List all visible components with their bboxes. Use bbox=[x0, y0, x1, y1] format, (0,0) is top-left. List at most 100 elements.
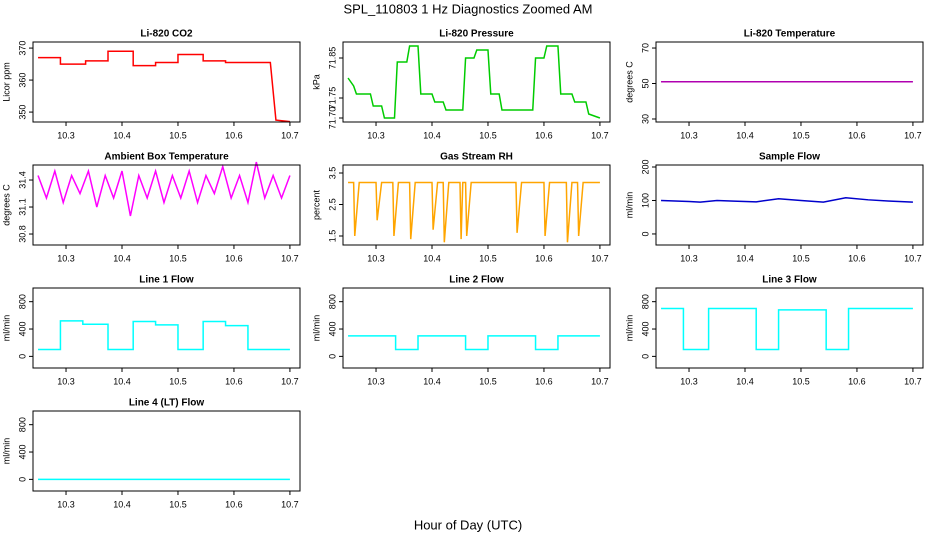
y-axis-label: Licor ppm bbox=[1, 62, 11, 102]
x-tick-label: 10.4 bbox=[736, 376, 754, 386]
y-tick-label: 31.1 bbox=[17, 198, 27, 216]
x-tick-label: 10.6 bbox=[225, 499, 243, 509]
y-tick-label: 800 bbox=[17, 417, 27, 432]
y-tick-label: 370 bbox=[17, 41, 27, 56]
plot-frame bbox=[32, 164, 301, 246]
y-axis-label: ml/min bbox=[624, 192, 634, 219]
x-tick-label: 10.4 bbox=[423, 376, 441, 386]
y-tick-label: 200 bbox=[640, 159, 650, 174]
y-axis-label: ml/min bbox=[311, 315, 321, 342]
y-tick-label: 70 bbox=[640, 43, 650, 53]
y-tick-label: 1.5 bbox=[327, 230, 337, 243]
y-tick-label: 0 bbox=[640, 231, 650, 236]
x-tick-label: 10.6 bbox=[535, 253, 553, 263]
panel-title: Sample Flow bbox=[759, 152, 820, 163]
data-line bbox=[37, 161, 291, 217]
data-line bbox=[347, 45, 601, 119]
data-line bbox=[348, 335, 600, 351]
x-tick-label: 10.7 bbox=[904, 376, 922, 386]
plot-frame bbox=[342, 164, 611, 246]
y-tick-label: 800 bbox=[640, 294, 650, 309]
plot-frame bbox=[342, 287, 611, 369]
x-tick-label: 10.5 bbox=[479, 253, 497, 263]
y-tick-label: 100 bbox=[640, 193, 650, 208]
y-tick-label: 350 bbox=[17, 105, 27, 120]
y-tick-label: 400 bbox=[17, 445, 27, 460]
y-tick-label: 800 bbox=[17, 294, 27, 309]
y-axis-label: ml/min bbox=[1, 438, 11, 465]
x-tick-label: 10.5 bbox=[169, 376, 187, 386]
x-tick-label: 10.3 bbox=[680, 253, 698, 263]
x-tick-label: 10.7 bbox=[281, 499, 299, 509]
y-tick-label: 0 bbox=[327, 354, 337, 359]
y-tick-label: 0 bbox=[640, 354, 650, 359]
plot-frame bbox=[32, 410, 301, 492]
plot-frame bbox=[32, 287, 301, 369]
x-tick-label: 10.6 bbox=[225, 376, 243, 386]
y-axis-label: degrees C bbox=[624, 61, 634, 103]
x-tick-label: 10.5 bbox=[479, 376, 497, 386]
x-tick-label: 10.4 bbox=[113, 499, 131, 509]
y-tick-label: 400 bbox=[17, 322, 27, 337]
y-tick-label: 0 bbox=[17, 477, 27, 482]
panel-title: Li-820 Pressure bbox=[439, 29, 514, 40]
y-axis-label: ml/min bbox=[1, 315, 11, 342]
y-tick-label: 2.5 bbox=[327, 198, 337, 211]
x-tick-label: 10.4 bbox=[113, 376, 131, 386]
data-line bbox=[38, 320, 290, 351]
panel-title: Li-820 Temperature bbox=[744, 29, 836, 40]
x-tick-label: 10.7 bbox=[591, 253, 609, 263]
x-tick-label: 10.6 bbox=[848, 253, 866, 263]
panel-title: Ambient Box Temperature bbox=[104, 152, 229, 163]
panel-title: Line 3 Flow bbox=[762, 275, 817, 286]
x-tick-label: 10.3 bbox=[680, 130, 698, 140]
y-tick-label: 400 bbox=[327, 322, 337, 337]
y-axis-label: ml/min bbox=[624, 315, 634, 342]
x-tick-label: 10.4 bbox=[113, 130, 131, 140]
panel-title: Line 2 Flow bbox=[449, 275, 504, 286]
x-tick-label: 10.5 bbox=[792, 253, 810, 263]
y-axis-label: kPa bbox=[311, 74, 321, 90]
x-tick-label: 10.7 bbox=[281, 130, 299, 140]
panel-title: Line 4 (LT) Flow bbox=[129, 398, 205, 409]
data-line bbox=[661, 197, 913, 203]
panel-title: Gas Stream RH bbox=[440, 152, 513, 163]
y-tick-label: 31.4 bbox=[17, 171, 27, 189]
y-tick-label: 71.70 bbox=[327, 107, 337, 130]
x-tick-label: 10.6 bbox=[225, 130, 243, 140]
x-tick-label: 10.7 bbox=[904, 253, 922, 263]
y-axis-label: percent bbox=[311, 189, 321, 220]
plot-frame bbox=[655, 41, 924, 123]
x-tick-label: 10.5 bbox=[792, 376, 810, 386]
x-tick-label: 10.5 bbox=[169, 130, 187, 140]
x-tick-label: 10.3 bbox=[57, 130, 75, 140]
x-tick-label: 10.4 bbox=[736, 130, 754, 140]
x-tick-label: 10.3 bbox=[57, 376, 75, 386]
plot-frame bbox=[342, 41, 611, 123]
x-tick-label: 10.3 bbox=[57, 499, 75, 509]
y-tick-label: 400 bbox=[640, 322, 650, 337]
x-tick-label: 10.5 bbox=[792, 130, 810, 140]
x-tick-label: 10.7 bbox=[281, 253, 299, 263]
data-line bbox=[661, 307, 913, 351]
x-axis-label: Hour of Day (UTC) bbox=[414, 517, 522, 532]
x-tick-label: 10.6 bbox=[848, 376, 866, 386]
x-tick-label: 10.7 bbox=[281, 376, 299, 386]
x-tick-label: 10.6 bbox=[848, 130, 866, 140]
page-title: SPL_110803 1 Hz Diagnostics Zoomed AM bbox=[343, 1, 592, 16]
x-tick-label: 10.3 bbox=[367, 253, 385, 263]
y-tick-label: 30.8 bbox=[17, 225, 27, 243]
plot-frame bbox=[655, 164, 924, 246]
y-tick-label: 800 bbox=[327, 294, 337, 309]
panel-title: Li-820 CO2 bbox=[140, 29, 193, 40]
x-tick-label: 10.6 bbox=[225, 253, 243, 263]
y-tick-label: 71.85 bbox=[327, 47, 337, 70]
x-tick-label: 10.3 bbox=[367, 376, 385, 386]
x-tick-label: 10.6 bbox=[535, 130, 553, 140]
x-tick-label: 10.7 bbox=[591, 376, 609, 386]
data-line bbox=[348, 181, 600, 243]
x-tick-label: 10.5 bbox=[169, 499, 187, 509]
y-tick-label: 50 bbox=[640, 78, 650, 88]
y-tick-label: 360 bbox=[17, 73, 27, 88]
